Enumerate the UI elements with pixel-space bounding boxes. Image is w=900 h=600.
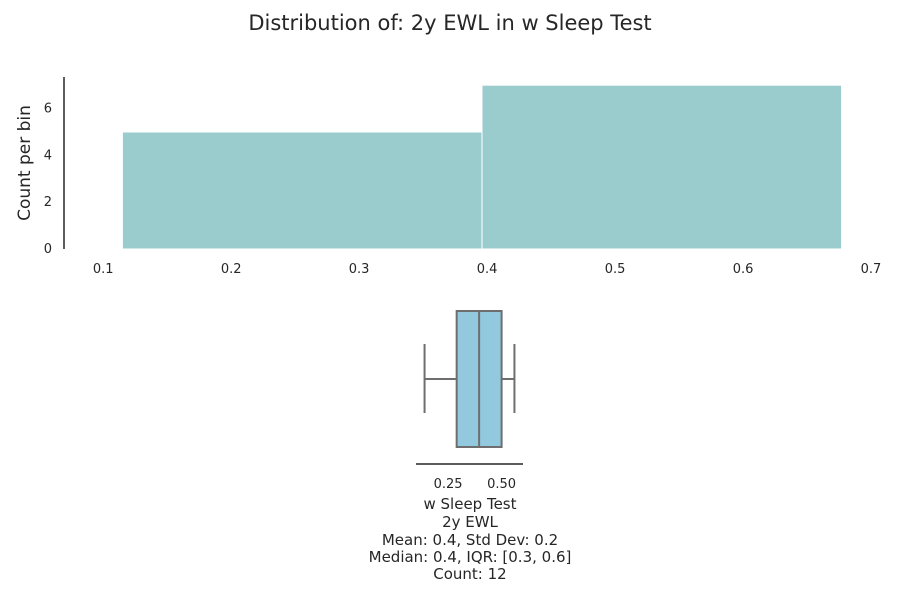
boxplot-x-tick-label: 0.25 [434,477,463,492]
histogram-x-tick-label: 0.5 [605,262,626,277]
boxplot-x-tick-labels: 0.25 0.50 [434,477,516,492]
summary-mean-sd: Mean: 0.4, Std Dev: 0.2 [382,531,558,549]
histogram-panel: 0 2 4 6 0.1 0.2 0.3 0.4 0.5 0.6 0.7 Count per bin [15,77,881,277]
chart-title: Distribution of: 2y EWL in w Sleep Test [248,11,651,35]
boxplot-x-tick-label: 0.50 [487,477,516,492]
histogram-y-label: Count per bin [15,105,35,221]
summary-metric: 2y EWL [442,513,498,531]
histogram-x-tick-labels: 0.1 0.2 0.3 0.4 0.5 0.6 0.7 [93,262,881,277]
histogram-y-tick-label: 0 [44,242,52,257]
histogram-x-tick-label: 0.2 [221,262,242,277]
histogram-bars [121,84,843,250]
histogram-y-tick-labels: 0 2 4 6 [44,102,52,257]
histogram-y-tick-label: 2 [44,195,52,210]
histogram-x-tick-label: 0.6 [733,262,754,277]
summary-count: Count: 12 [433,565,506,583]
summary-median-iqr: Median: 0.4, IQR: [0.3, 0.6] [369,548,572,566]
histogram-x-tick-label: 0.4 [477,262,498,277]
boxplot-panel: 0.25 0.50 [416,310,523,492]
histogram-y-tick-label: 6 [44,102,52,117]
boxplot-marks [423,310,516,448]
histogram-y-tick-label: 4 [44,148,52,163]
histogram-bar-1 [121,131,483,250]
summary-group: w Sleep Test [423,495,516,513]
histogram-x-tick-label: 0.3 [349,262,370,277]
histogram-x-tick-label: 0.1 [93,262,114,277]
histogram-bar-2 [481,84,843,250]
histogram-x-tick-label: 0.7 [861,262,882,277]
summary-text: w Sleep Test 2y EWL Mean: 0.4, Std Dev: … [369,495,572,583]
